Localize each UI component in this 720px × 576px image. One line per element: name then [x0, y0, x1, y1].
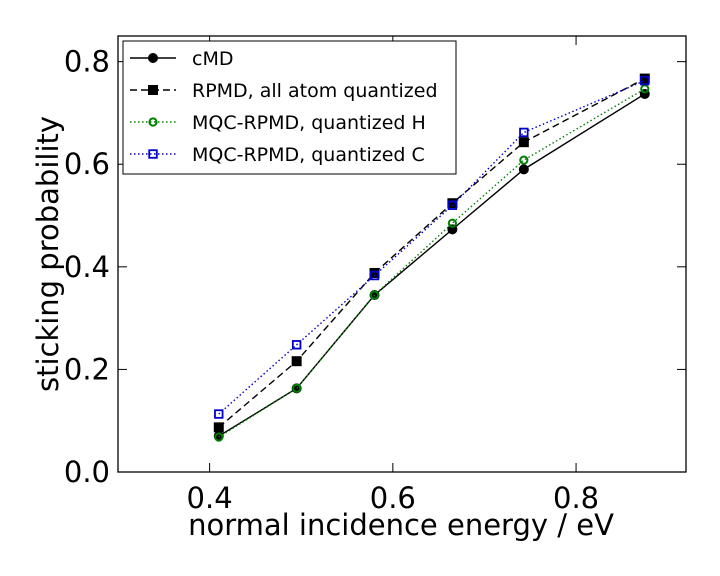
data-point [292, 383, 302, 393]
series-3 [214, 75, 650, 419]
data-point [369, 290, 380, 300]
x-axis-label: normal incidence energy / eV [188, 508, 614, 542]
series-layer [213, 73, 650, 442]
x-tick-label: 0.4 [187, 481, 233, 515]
legend-entry: MQC-RPMD, quantized H [130, 112, 426, 134]
series-1 [213, 73, 650, 433]
legend-entry: MQC-RPMD, quantized C [130, 144, 425, 166]
x-tick-label: 0.8 [553, 481, 599, 515]
legend-entries: cMD RPMD, all atom quantized MQC-RPMD, qua… [130, 48, 438, 166]
data-point [213, 422, 224, 433]
data-point [518, 137, 529, 148]
legend-label: cMD [192, 48, 233, 70]
data-point [369, 270, 380, 281]
legend-entry: cMD [130, 48, 233, 70]
legend-marker [148, 53, 158, 63]
y-tick-label: 0.6 [64, 147, 110, 181]
y-tick-label: 0.2 [64, 352, 110, 386]
legend-entry: RPMD, all atom quantized [130, 80, 438, 102]
ticks-layer: 0.4 0.6 0.8 0.0 0.2 0.4 0.6 0.8 [64, 36, 686, 515]
legend-marker [148, 85, 158, 95]
y-tick-label: 0.8 [64, 45, 110, 79]
legend-label: MQC-RPMD, quantized H [192, 112, 426, 134]
data-point [640, 75, 650, 86]
y-tick-label: 0.0 [64, 455, 110, 489]
data-point [291, 356, 302, 367]
series-line [218, 77, 646, 428]
data-point [518, 164, 529, 175]
data-point [214, 432, 224, 442]
legend-label: RPMD, all atom quantized [192, 80, 438, 102]
plot-frame [117, 35, 687, 473]
x-tick-label: 0.6 [370, 481, 416, 515]
legend-frame [122, 40, 457, 175]
series-2 [214, 84, 650, 442]
series-line [218, 88, 646, 438]
data-point [291, 340, 302, 350]
legend-marker [148, 117, 158, 127]
data-point [519, 127, 529, 138]
series-line [218, 79, 646, 415]
data-point [447, 218, 457, 228]
data-point [447, 200, 458, 210]
data-point [519, 155, 529, 165]
legend: cMD RPMD, all atom quantized MQC-RPMD, qua… [122, 40, 457, 175]
y-axis-label: sticking probability [31, 116, 65, 392]
legend-label: MQC-RPMD, quantized C [192, 144, 425, 166]
legend-marker [148, 149, 158, 159]
y-tick-label: 0.4 [64, 250, 110, 284]
data-point [214, 409, 224, 419]
